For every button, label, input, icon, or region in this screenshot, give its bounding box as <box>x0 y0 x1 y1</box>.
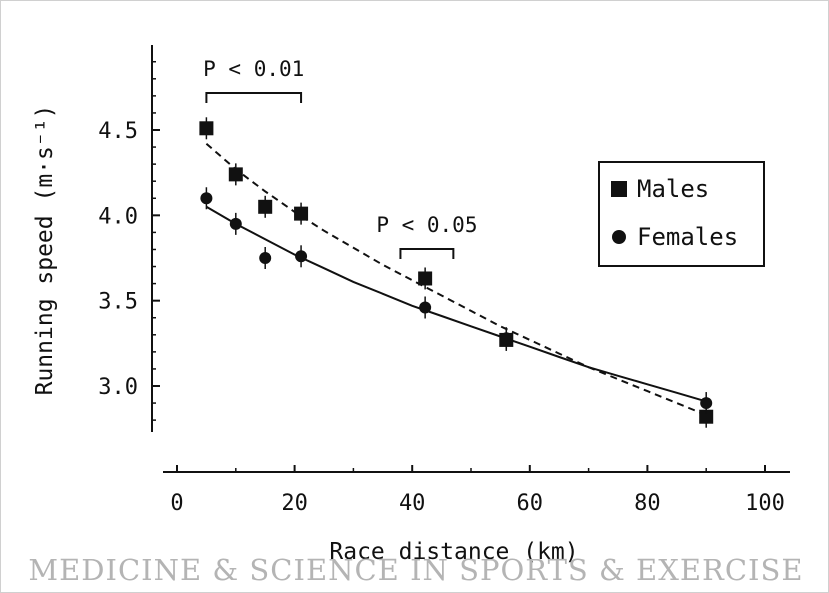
data-point-males <box>199 121 214 136</box>
y-tick-label: 3.5 <box>98 290 138 315</box>
legend-label-males: Males <box>637 175 709 203</box>
x-tick-label: 40 <box>399 491 426 516</box>
y-tick-label: 4.0 <box>98 204 138 229</box>
x-tick-label: 100 <box>745 491 785 516</box>
significance-bracket <box>205 92 303 103</box>
data-point-males <box>228 167 243 182</box>
data-point-females <box>259 252 272 264</box>
data-point-females <box>229 217 242 230</box>
y-tick-label: 3.0 <box>98 375 138 400</box>
data-point-males <box>699 409 714 424</box>
y-axis-title: Running speed (m·s⁻¹) <box>32 105 58 396</box>
x-tick-label: 80 <box>634 491 661 516</box>
legend-marker-males <box>611 181 627 197</box>
significance-label: P < 0.01 <box>203 57 304 81</box>
data-point-females <box>200 192 213 205</box>
legend-box <box>598 161 765 267</box>
fit-curves <box>205 142 707 416</box>
data-point-males <box>418 271 433 286</box>
data-point-males <box>294 206 309 221</box>
x-tick-label: 0 <box>170 491 183 516</box>
data-point-females <box>500 332 513 345</box>
data-point-females <box>419 301 432 314</box>
fit-curve-females <box>205 205 707 403</box>
legend-label-females: Females <box>637 223 738 251</box>
data-point-males <box>258 199 273 214</box>
legend: Males Females <box>598 161 765 267</box>
significance-bracket <box>399 248 455 259</box>
y-tick-label: 4.5 <box>98 119 138 144</box>
data-point-females <box>295 250 308 263</box>
fit-curve-males <box>205 142 707 416</box>
x-axis-title: Race distance (km) <box>329 539 578 565</box>
legend-marker-females <box>612 230 626 244</box>
axes: 3.0 3.5 4.0 4.5 0 20 40 60 80 100 <box>98 45 790 516</box>
data-markers <box>199 117 714 428</box>
x-tick-label: 20 <box>281 491 308 516</box>
significance-annotations: P < 0.01 P < 0.05 <box>203 57 477 259</box>
x-tick-label: 60 <box>517 491 544 516</box>
data-point-females <box>700 397 713 410</box>
significance-label: P < 0.05 <box>376 213 477 237</box>
journal-watermark: MEDICINE & SCIENCE IN SPORTS & EXERCISE <box>28 553 803 587</box>
